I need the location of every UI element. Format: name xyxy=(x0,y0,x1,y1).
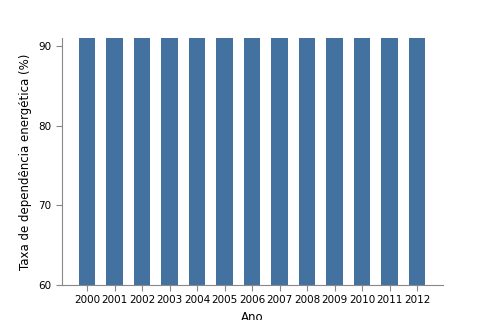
Bar xyxy=(272,0,288,285)
Bar xyxy=(134,0,151,285)
Bar xyxy=(161,0,178,285)
Bar xyxy=(189,0,205,285)
Bar xyxy=(409,0,426,285)
Y-axis label: Taxa de dependência energética (%): Taxa de dependência energética (%) xyxy=(19,53,32,270)
Bar xyxy=(106,0,123,285)
Bar xyxy=(216,0,233,285)
X-axis label: Ano: Ano xyxy=(241,311,263,320)
Bar xyxy=(244,0,260,285)
Bar xyxy=(354,0,370,285)
Bar xyxy=(326,0,343,285)
Bar xyxy=(79,0,95,285)
Bar xyxy=(299,0,315,285)
Bar xyxy=(381,0,398,285)
